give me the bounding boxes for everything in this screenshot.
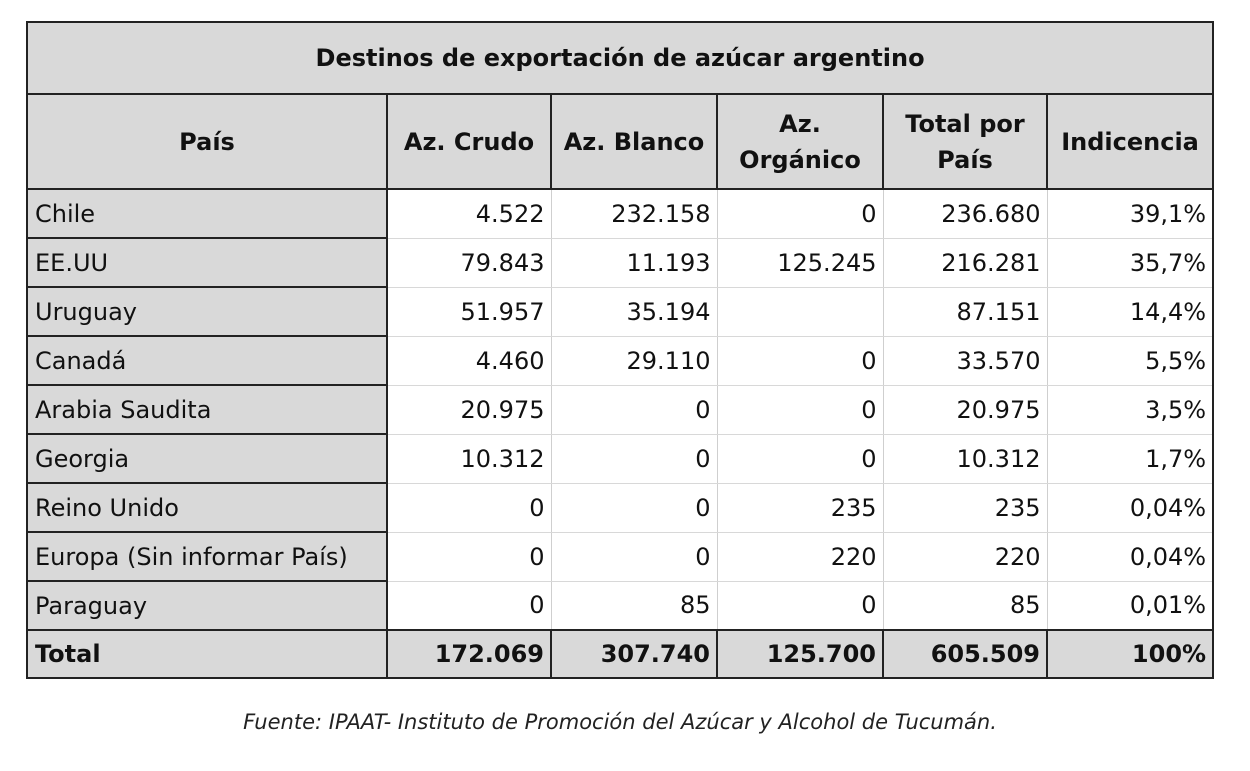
total-share: 100% (1045, 629, 1215, 679)
cell-share: 35,7% (1047, 238, 1215, 288)
row-country: Europa (Sin informar País) (26, 532, 388, 582)
cell-share: 39,1% (1047, 189, 1215, 239)
total-raw: 172.069 (386, 629, 552, 679)
cell-share: 1,7% (1047, 434, 1215, 484)
header-row: País Az. Crudo Az. Blanco Az. Orgánico To… (26, 93, 1215, 190)
cell-raw: 0 (387, 581, 552, 631)
cell-share: 0,04% (1047, 532, 1215, 582)
row-country: Chile (26, 189, 388, 239)
total-total: 605.509 (882, 629, 1048, 679)
header-total-per-country: Total por País (882, 93, 1048, 190)
table-row: Paraguay 0 85 0 85 0,01% (26, 581, 1215, 631)
cell-organic: 220 (717, 532, 884, 582)
cell-total: 220 (883, 532, 1048, 582)
table-row: Arabia Saudita 20.975 0 0 20.975 3,5% (26, 385, 1215, 435)
cell-white: 35.194 (551, 287, 718, 337)
total-row: Total 172.069 307.740 125.700 605.509 10… (26, 629, 1215, 679)
total-white: 307.740 (550, 629, 718, 679)
cell-share: 0,01% (1047, 581, 1215, 631)
cell-total: 87.151 (883, 287, 1048, 337)
cell-total: 85 (883, 581, 1048, 631)
row-country: Arabia Saudita (26, 385, 388, 435)
cell-white: 232.158 (551, 189, 718, 239)
cell-raw: 51.957 (387, 287, 552, 337)
cell-total: 216.281 (883, 238, 1048, 288)
header-total-line2: País (937, 145, 993, 174)
cell-total: 236.680 (883, 189, 1048, 239)
cell-share: 14,4% (1047, 287, 1215, 337)
cell-raw: 4.460 (387, 336, 552, 386)
cell-total: 33.570 (883, 336, 1048, 386)
row-country: Georgia (26, 434, 388, 484)
table-row: Uruguay 51.957 35.194 87.151 14,4% (26, 287, 1215, 337)
table-title: Destinos de exportación de azúcar argent… (25, 21, 1215, 95)
table-row: EE.UU 79.843 11.193 125.245 216.281 35,7… (26, 238, 1215, 288)
table-row: Georgia 10.312 0 0 10.312 1,7% (26, 434, 1215, 484)
row-country: EE.UU (26, 238, 388, 288)
cell-share: 3,5% (1047, 385, 1215, 435)
row-country: Canadá (26, 336, 388, 386)
header-country: País (26, 93, 388, 190)
cell-organic: 125.245 (717, 238, 884, 288)
cell-share: 0,04% (1047, 483, 1215, 533)
cell-total: 235 (883, 483, 1048, 533)
header-white-sugar: Az. Blanco (550, 93, 718, 190)
cell-total: 20.975 (883, 385, 1048, 435)
cell-white: 0 (551, 385, 718, 435)
header-organic-sugar: Az. Orgánico (716, 93, 884, 190)
header-share: Indicencia (1045, 93, 1215, 190)
header-organic-line1: Az. (779, 109, 821, 138)
export-destinations-table: Destinos de exportación de azúcar argent… (25, 21, 1215, 679)
cell-white: 85 (551, 581, 718, 631)
table-row: Chile 4.522 232.158 0 236.680 39,1% (26, 189, 1215, 239)
total-label: Total (26, 629, 388, 679)
cell-organic: 0 (717, 189, 884, 239)
cell-white: 0 (551, 483, 718, 533)
cell-organic: 0 (717, 385, 884, 435)
cell-raw: 0 (387, 483, 552, 533)
cell-organic: 0 (717, 336, 884, 386)
header-total-line1: Total por (905, 109, 1025, 138)
cell-organic: 0 (717, 581, 884, 631)
cell-raw: 0 (387, 532, 552, 582)
cell-share: 5,5% (1047, 336, 1215, 386)
cell-total: 10.312 (883, 434, 1048, 484)
total-organic: 125.700 (716, 629, 884, 679)
header-organic-line2: Orgánico (739, 145, 861, 174)
cell-raw: 10.312 (387, 434, 552, 484)
table-row: Canadá 4.460 29.110 0 33.570 5,5% (26, 336, 1215, 386)
table-row: Europa (Sin informar País) 0 0 220 220 0… (26, 532, 1215, 582)
cell-white: 11.193 (551, 238, 718, 288)
source-caption: Fuente: IPAAT- Instituto de Promoción de… (243, 710, 997, 734)
row-country: Reino Unido (26, 483, 388, 533)
header-raw-sugar: Az. Crudo (386, 93, 552, 190)
cell-raw: 4.522 (387, 189, 552, 239)
cell-white: 0 (551, 532, 718, 582)
row-country: Uruguay (26, 287, 388, 337)
table-row: Reino Unido 0 0 235 235 0,04% (26, 483, 1215, 533)
cell-organic (717, 287, 884, 337)
cell-organic: 235 (717, 483, 884, 533)
cell-white: 0 (551, 434, 718, 484)
cell-raw: 79.843 (387, 238, 552, 288)
cell-white: 29.110 (551, 336, 718, 386)
cell-organic: 0 (717, 434, 884, 484)
cell-raw: 20.975 (387, 385, 552, 435)
row-country: Paraguay (26, 581, 388, 631)
